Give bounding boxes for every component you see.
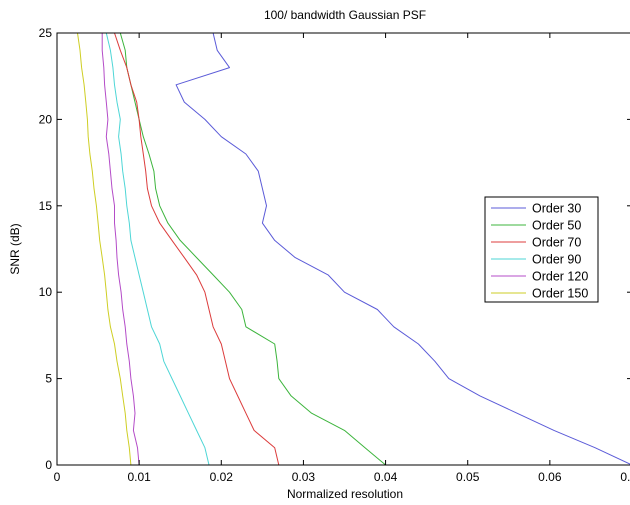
y-tick-label: 25 bbox=[39, 26, 53, 40]
x-tick-label: 0 bbox=[54, 470, 61, 484]
legend-label: Order 90 bbox=[532, 253, 581, 267]
series-line-1 bbox=[175, 32, 630, 465]
legend-label: Order 70 bbox=[532, 236, 581, 250]
series-layer bbox=[77, 32, 630, 466]
y-tick-label: 15 bbox=[39, 199, 53, 213]
series-line-3 bbox=[114, 32, 280, 466]
y-tick-label: 20 bbox=[39, 112, 53, 126]
series-line-5 bbox=[101, 33, 140, 466]
y-axis-title: SNR (dB) bbox=[8, 223, 22, 274]
series-line-2 bbox=[119, 32, 386, 466]
legend-label: Order 120 bbox=[532, 270, 588, 284]
series-line-4 bbox=[105, 32, 210, 466]
x-tick-label: 0.02 bbox=[210, 470, 234, 484]
y-tick-label: 0 bbox=[45, 458, 52, 472]
x-tick-labels: 0 0.01 0.02 0.03 0.04 0.05 0.06 0.07 bbox=[54, 470, 630, 484]
x-tick-label: 0.04 bbox=[374, 470, 398, 484]
legend-box bbox=[484, 196, 599, 303]
x-tick-label: 0.05 bbox=[456, 470, 480, 484]
legend-label: Order 150 bbox=[532, 287, 588, 301]
x-axis-title: Normalized resolution bbox=[287, 487, 403, 501]
y-tick-label: 10 bbox=[39, 285, 53, 299]
x-tick-label: 0.07 bbox=[620, 470, 630, 484]
x-tick-label: 0.06 bbox=[538, 470, 562, 484]
y-tick-labels: 0 5 10 15 20 25 bbox=[39, 26, 53, 472]
x-tick-label: 0.03 bbox=[292, 470, 316, 484]
x-tick-label: 0.01 bbox=[127, 470, 151, 484]
legend-label: Order 50 bbox=[532, 219, 581, 233]
series-line-6 bbox=[77, 32, 132, 466]
legend: Order 30 Order 50 Order 70 Order 90 Order 12… bbox=[484, 196, 599, 303]
axes-frame bbox=[56, 32, 630, 466]
legend-label: Order 30 bbox=[532, 202, 581, 216]
y-tick-label: 5 bbox=[45, 372, 52, 386]
legend-entries: Order 30 Order 50 Order 70 Order 90 Order 12… bbox=[491, 202, 588, 301]
chart-title: 100/ bandwidth Gaussian PSF bbox=[264, 8, 426, 22]
